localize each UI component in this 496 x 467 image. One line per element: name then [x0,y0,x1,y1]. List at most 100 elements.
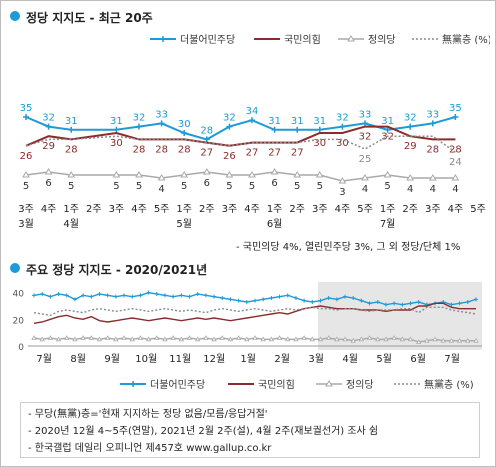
data-point [226,123,233,130]
data-point [367,301,372,306]
data-point [334,297,339,302]
data-label: 35 [449,103,462,114]
data-point [136,123,142,130]
data-label: 30 [178,119,191,130]
data-point [97,292,102,296]
chart2-title: 주요 정당 지지도 - 2020/2021년 [26,263,208,277]
x-month-label: 3월 [18,218,34,230]
data-point [424,337,430,343]
x-tick-label: 4주 [335,204,351,215]
data-point [338,177,347,184]
x-tick-label: 3주 [222,204,238,215]
data-point [276,335,283,340]
data-label: 25 [359,154,372,165]
data-point [465,300,470,304]
data-point [474,297,478,302]
data-point [88,335,94,340]
data-label: 5 [249,181,255,192]
data-point [391,335,397,340]
data-point [428,174,437,181]
data-point [72,336,78,342]
data-point [325,335,332,340]
data-point [375,336,381,342]
data-point [261,297,266,302]
data-point [203,136,210,143]
data-label: 33 [426,109,439,120]
data-point [407,336,414,342]
data-point [178,336,185,342]
data-label: 28 [426,144,439,155]
data-point [130,294,135,299]
data-label: 28 [449,144,462,155]
x-tick-label: 3주 [312,204,328,215]
notes-box [20,402,480,458]
data-label: 32 [404,113,417,124]
data-point [47,335,54,340]
data-point [293,336,299,342]
x-month-label: 10월 [135,353,157,365]
legend-label: 국민의힘 [258,379,295,391]
data-point [45,123,52,130]
data-label: 29 [42,141,55,152]
data-point [309,336,315,342]
data-label: 5 [384,181,390,192]
data-point [104,335,111,340]
x-month-label: 9월 [104,353,120,365]
data-label: 26 [20,151,33,162]
title2-bullet-icon [10,263,20,273]
data-point [473,337,479,343]
data-point [195,336,201,342]
data-label: 31 [110,116,123,127]
data-point [135,171,143,178]
data-label: 30 [336,138,349,149]
data-label: 30 [313,138,326,149]
data-point [268,336,275,342]
x-month-label: 8월 [70,353,86,365]
legend-marker [347,35,355,42]
data-point [64,293,69,298]
x-month-label: 6월 [267,218,283,230]
data-label: 5 [68,181,74,192]
data-point [72,297,77,302]
x-month-label: 3월 [308,353,324,365]
data-label: 4 [430,184,436,195]
data-point [334,336,340,342]
data-point [138,293,143,298]
data-label: 4 [158,184,164,195]
data-point [81,293,86,298]
x-tick-label: 3주 [18,204,34,215]
data-point [293,171,302,178]
data-point [96,336,103,342]
legend-marker [325,380,333,387]
data-point [220,296,225,300]
data-point [39,336,45,342]
data-label: 32 [336,113,349,124]
x-tick-label: 2주 [86,204,102,215]
data-point [432,336,438,342]
x-tick-label: 5주 [357,204,373,215]
legend-label: 無黨층 (%) [424,378,474,391]
data-point [219,335,225,340]
data-point [31,335,37,340]
x-month-label: 5월 [376,353,392,365]
data-label: 31 [313,116,326,127]
data-point [55,336,62,342]
data-point [407,123,414,130]
data-point [302,298,307,303]
data-label: 5 [136,181,142,192]
data-point [277,294,282,299]
data-point [113,294,118,299]
data-label: 30 [110,138,123,149]
legend-label: 無黨층 (%) [442,33,490,46]
x-tick-label: 4주 [244,204,260,215]
data-point [350,337,356,343]
data-label: 28 [133,144,146,155]
data-point [122,293,127,298]
x-month-label: 2월 [274,353,290,365]
x-tick-label: 4주 [448,204,464,215]
data-label: 6 [204,178,210,189]
data-point [358,336,365,342]
data-point [399,336,406,342]
data-label: 32 [359,132,372,143]
data-point [195,292,200,296]
